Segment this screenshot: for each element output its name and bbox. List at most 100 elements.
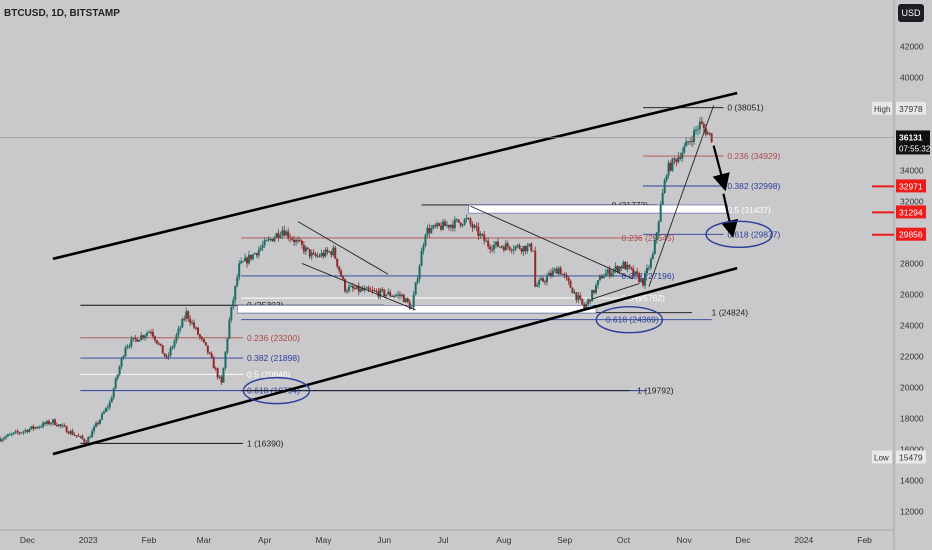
y-tick-label: 16000 [900, 444, 924, 454]
fib-level-label: 1 (16390) [247, 438, 284, 448]
candle-body [300, 240, 303, 245]
candle-body [614, 266, 617, 270]
price-tag-box [872, 101, 892, 115]
candle-body [175, 335, 178, 341]
candle-body [510, 249, 513, 251]
candle-body [575, 292, 578, 300]
candle-body [700, 121, 703, 124]
candle-body [291, 238, 294, 240]
candle-body [365, 287, 368, 289]
candle-body [396, 294, 399, 296]
x-tick-label: Nov [677, 535, 693, 545]
candle-body [148, 332, 150, 334]
x-tick-label: Sep [557, 535, 572, 545]
candle-body [512, 249, 515, 251]
candle-body [691, 141, 694, 143]
highlight-ellipse [705, 220, 773, 249]
fib-level-label: 0.5 (31437) [727, 205, 771, 215]
candle-body [144, 335, 147, 338]
fib-level-label: 0.382 (27196) [621, 271, 674, 281]
candle-body [638, 273, 641, 282]
price-label-last: 36131 [899, 132, 923, 142]
candle-body [171, 346, 174, 349]
x-tick-label: 2024 [794, 535, 813, 545]
candle-body [314, 254, 317, 257]
candle-body [283, 230, 286, 236]
candle-body [18, 432, 21, 434]
candle-body [530, 243, 533, 251]
candle-body [55, 425, 58, 427]
candle-body [438, 223, 441, 226]
candle-body [587, 299, 590, 305]
candle-body [59, 424, 62, 426]
candle-body [195, 327, 198, 329]
candle-body [491, 249, 494, 251]
x-tick-label: 2023 [79, 535, 98, 545]
candle-body [247, 254, 250, 264]
candle-body [551, 270, 554, 276]
candle-body [69, 430, 72, 434]
candle-body [191, 322, 194, 324]
price-label-level-29856: 29856 [899, 230, 923, 240]
candle-body [395, 295, 398, 297]
candle-body [0, 438, 1, 442]
candle-body [526, 245, 529, 252]
candle-body [89, 437, 92, 439]
candle-body [285, 231, 288, 236]
candle-body [40, 426, 43, 428]
candle-body [8, 434, 11, 436]
candle-body [16, 431, 19, 433]
candle-body [187, 311, 190, 319]
candle-body [216, 368, 219, 378]
fib-level-label: 0.236 (23200) [247, 333, 300, 343]
candle-body [157, 343, 160, 345]
candle-body [308, 249, 311, 257]
price-label-box [896, 227, 926, 241]
candle-body [655, 232, 658, 241]
currency-button[interactable]: USD [898, 4, 924, 22]
fib-level-label: 0.236 (34929) [727, 151, 780, 161]
candle-body [693, 130, 696, 142]
candle-body [520, 248, 523, 252]
candle-body [504, 243, 507, 251]
candle-body [44, 422, 47, 424]
candle-body [220, 376, 223, 383]
candle-body [618, 266, 621, 272]
candle-body [295, 239, 298, 243]
candle-body [253, 253, 256, 255]
candle-body [234, 285, 237, 300]
price-tag-label: Low [874, 453, 889, 462]
candle-body [204, 342, 207, 346]
candle-body [153, 336, 156, 341]
candle-body [400, 294, 403, 297]
support-zone [236, 304, 597, 314]
candle-body [555, 268, 558, 274]
candle-body [622, 262, 625, 269]
candles [0, 116, 713, 446]
candle-body [138, 340, 141, 342]
price-label-low: 15479 [899, 452, 923, 462]
candle-body [455, 219, 458, 221]
y-tick-label: 26000 [900, 289, 924, 299]
candle-body [393, 295, 396, 297]
candle-body [193, 322, 196, 328]
candle-body [589, 299, 592, 302]
candle-body [424, 234, 427, 246]
wedge-upper-line [470, 205, 634, 280]
candle-body [81, 436, 84, 439]
candle-body [375, 290, 378, 292]
candle-body [155, 340, 158, 344]
candle-body [34, 427, 37, 429]
candle-body [606, 269, 609, 274]
candle-body [85, 441, 88, 444]
candle-body [398, 294, 401, 297]
candle-body [210, 353, 213, 359]
fib-level-label: 0.5 (25762) [621, 293, 665, 303]
candle-body [38, 426, 41, 428]
candle-body [426, 227, 429, 235]
candle-body [636, 271, 639, 274]
candle-body [669, 162, 672, 171]
candle-body [487, 240, 490, 247]
